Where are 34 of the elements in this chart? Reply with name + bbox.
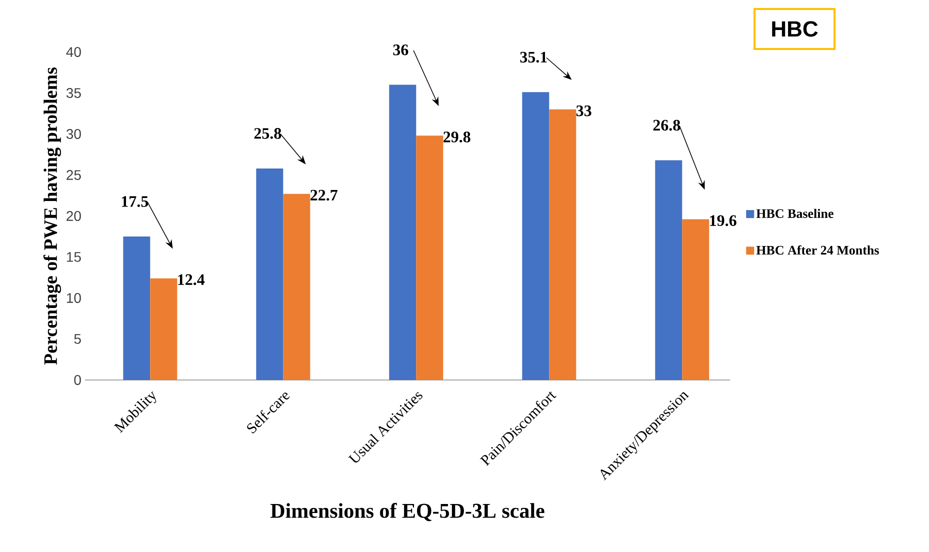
bar [549,109,576,380]
data-label: 29.8 [444,132,470,142]
y-tick-label: 5 [74,334,81,344]
y-tick-label: 0 [74,375,81,385]
y-tick-label: 25 [66,170,81,180]
y-tick-label: 30 [66,129,81,139]
y-axis-title: Percentage of PWE having problems [43,67,62,365]
data-label: 33 [576,105,592,116]
bar [150,278,178,380]
bar [256,168,284,380]
y-tick-label: 10 [66,293,81,303]
data-label: 22.7 [310,190,338,201]
data-label: 17.5 [122,196,148,207]
legend-label: HBC Baseline [756,208,834,218]
bar [123,236,150,380]
bar [416,136,444,380]
bar [389,84,416,380]
x-axis-title: Dimensions of EQ-5D-3L scale [270,502,544,522]
y-tick-label: 15 [66,252,81,262]
bar [283,194,310,380]
data-label: 36 [393,44,408,56]
data-label: 12.4 [178,274,205,286]
y-tick-label: 35 [66,88,81,98]
bar [655,160,682,380]
data-label: 19.6 [710,215,736,226]
y-tick-label: 40 [66,47,81,57]
data-label: 26.8 [653,120,680,131]
legend-label: HBC After 24 Months [756,245,879,255]
bar [522,92,550,380]
bar [682,219,710,380]
text: HBC [772,21,818,37]
y-tick-label: 20 [66,211,81,221]
data-label: 35.1 [520,52,547,63]
data-label: 25.8 [254,128,282,139]
